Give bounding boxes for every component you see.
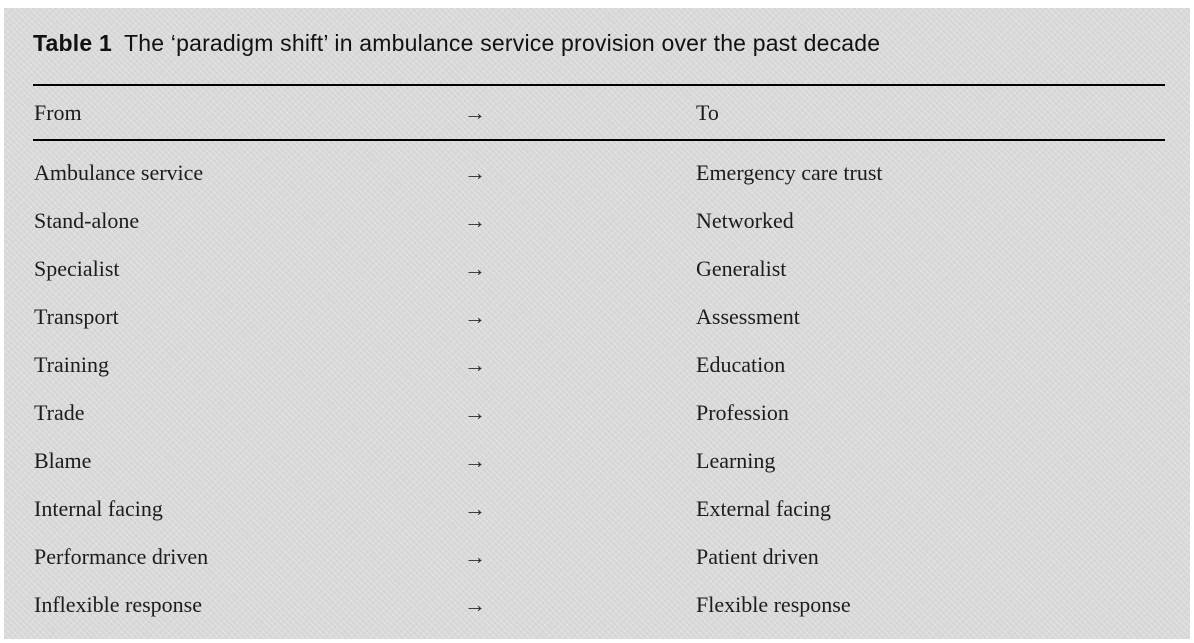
- table-caption-title: The ‘paradigm shift’ in ambulance servic…: [123, 30, 881, 56]
- table-row: Training → Education: [33, 341, 1165, 389]
- arrow-icon: →: [464, 304, 486, 329]
- table-row: Transport → Assessment: [33, 293, 1165, 341]
- cell-from: Training: [34, 352, 109, 377]
- cell-to: Profession: [696, 400, 789, 425]
- table-row: Blame → Learning: [33, 437, 1165, 485]
- table-row: Performance driven → Patient driven: [33, 533, 1165, 581]
- arrow-icon: →: [464, 208, 486, 233]
- table-row: Specialist → Generalist: [33, 245, 1165, 293]
- cell-to: Assessment: [696, 304, 800, 329]
- cell-to: Networked: [696, 208, 794, 233]
- cell-to: Learning: [696, 448, 776, 473]
- cell-to: Patient driven: [696, 544, 819, 569]
- cell-to: Flexible response: [696, 592, 851, 617]
- cell-from: Stand-alone: [34, 208, 140, 233]
- cell-from: Ambulance service: [34, 160, 204, 185]
- header-to: To: [696, 99, 719, 125]
- arrow-icon: →: [464, 496, 486, 521]
- cell-from: Performance driven: [34, 544, 209, 569]
- arrow-icon: →: [464, 352, 486, 377]
- cell-to: External facing: [696, 496, 831, 521]
- table-body: Ambulance service → Emergency care trust…: [33, 141, 1165, 629]
- arrow-icon: →: [464, 592, 486, 617]
- table-row: Inflexible response → Flexible response: [33, 581, 1165, 629]
- cell-to: Emergency care trust: [696, 160, 883, 185]
- table-caption: Table 1 The ‘paradigm shift’ in ambulance…: [4, 8, 1190, 84]
- paradigm-shift-table: From → To Ambulance service → Emergency …: [33, 84, 1165, 629]
- arrow-icon: →: [464, 400, 486, 425]
- table-row: Internal facing → External facing: [33, 485, 1165, 533]
- header-from: From: [34, 99, 82, 125]
- arrow-icon: →: [464, 160, 486, 185]
- arrow-icon: →: [464, 256, 486, 281]
- table-row: Trade → Profession: [33, 389, 1165, 437]
- table-row: Ambulance service → Emergency care trust: [33, 149, 1165, 197]
- arrow-icon: →: [464, 448, 486, 473]
- table-header-row: From → To: [33, 86, 1165, 141]
- cell-to: Education: [696, 352, 786, 377]
- cell-from: Transport: [34, 304, 119, 329]
- cell-from: Internal facing: [34, 496, 163, 521]
- table-figure-panel: Table 1 The ‘paradigm shift’ in ambulance…: [4, 8, 1190, 639]
- cell-from: Specialist: [34, 256, 120, 281]
- cell-from: Blame: [34, 448, 92, 473]
- arrow-icon: →: [464, 544, 486, 569]
- table-row: Stand-alone → Networked: [33, 197, 1165, 245]
- cell-from: Trade: [34, 400, 85, 425]
- cell-to: Generalist: [696, 256, 787, 281]
- header-arrow-icon: →: [464, 99, 486, 125]
- cell-from: Inflexible response: [34, 592, 202, 617]
- table-caption-label: Table 1: [33, 30, 112, 56]
